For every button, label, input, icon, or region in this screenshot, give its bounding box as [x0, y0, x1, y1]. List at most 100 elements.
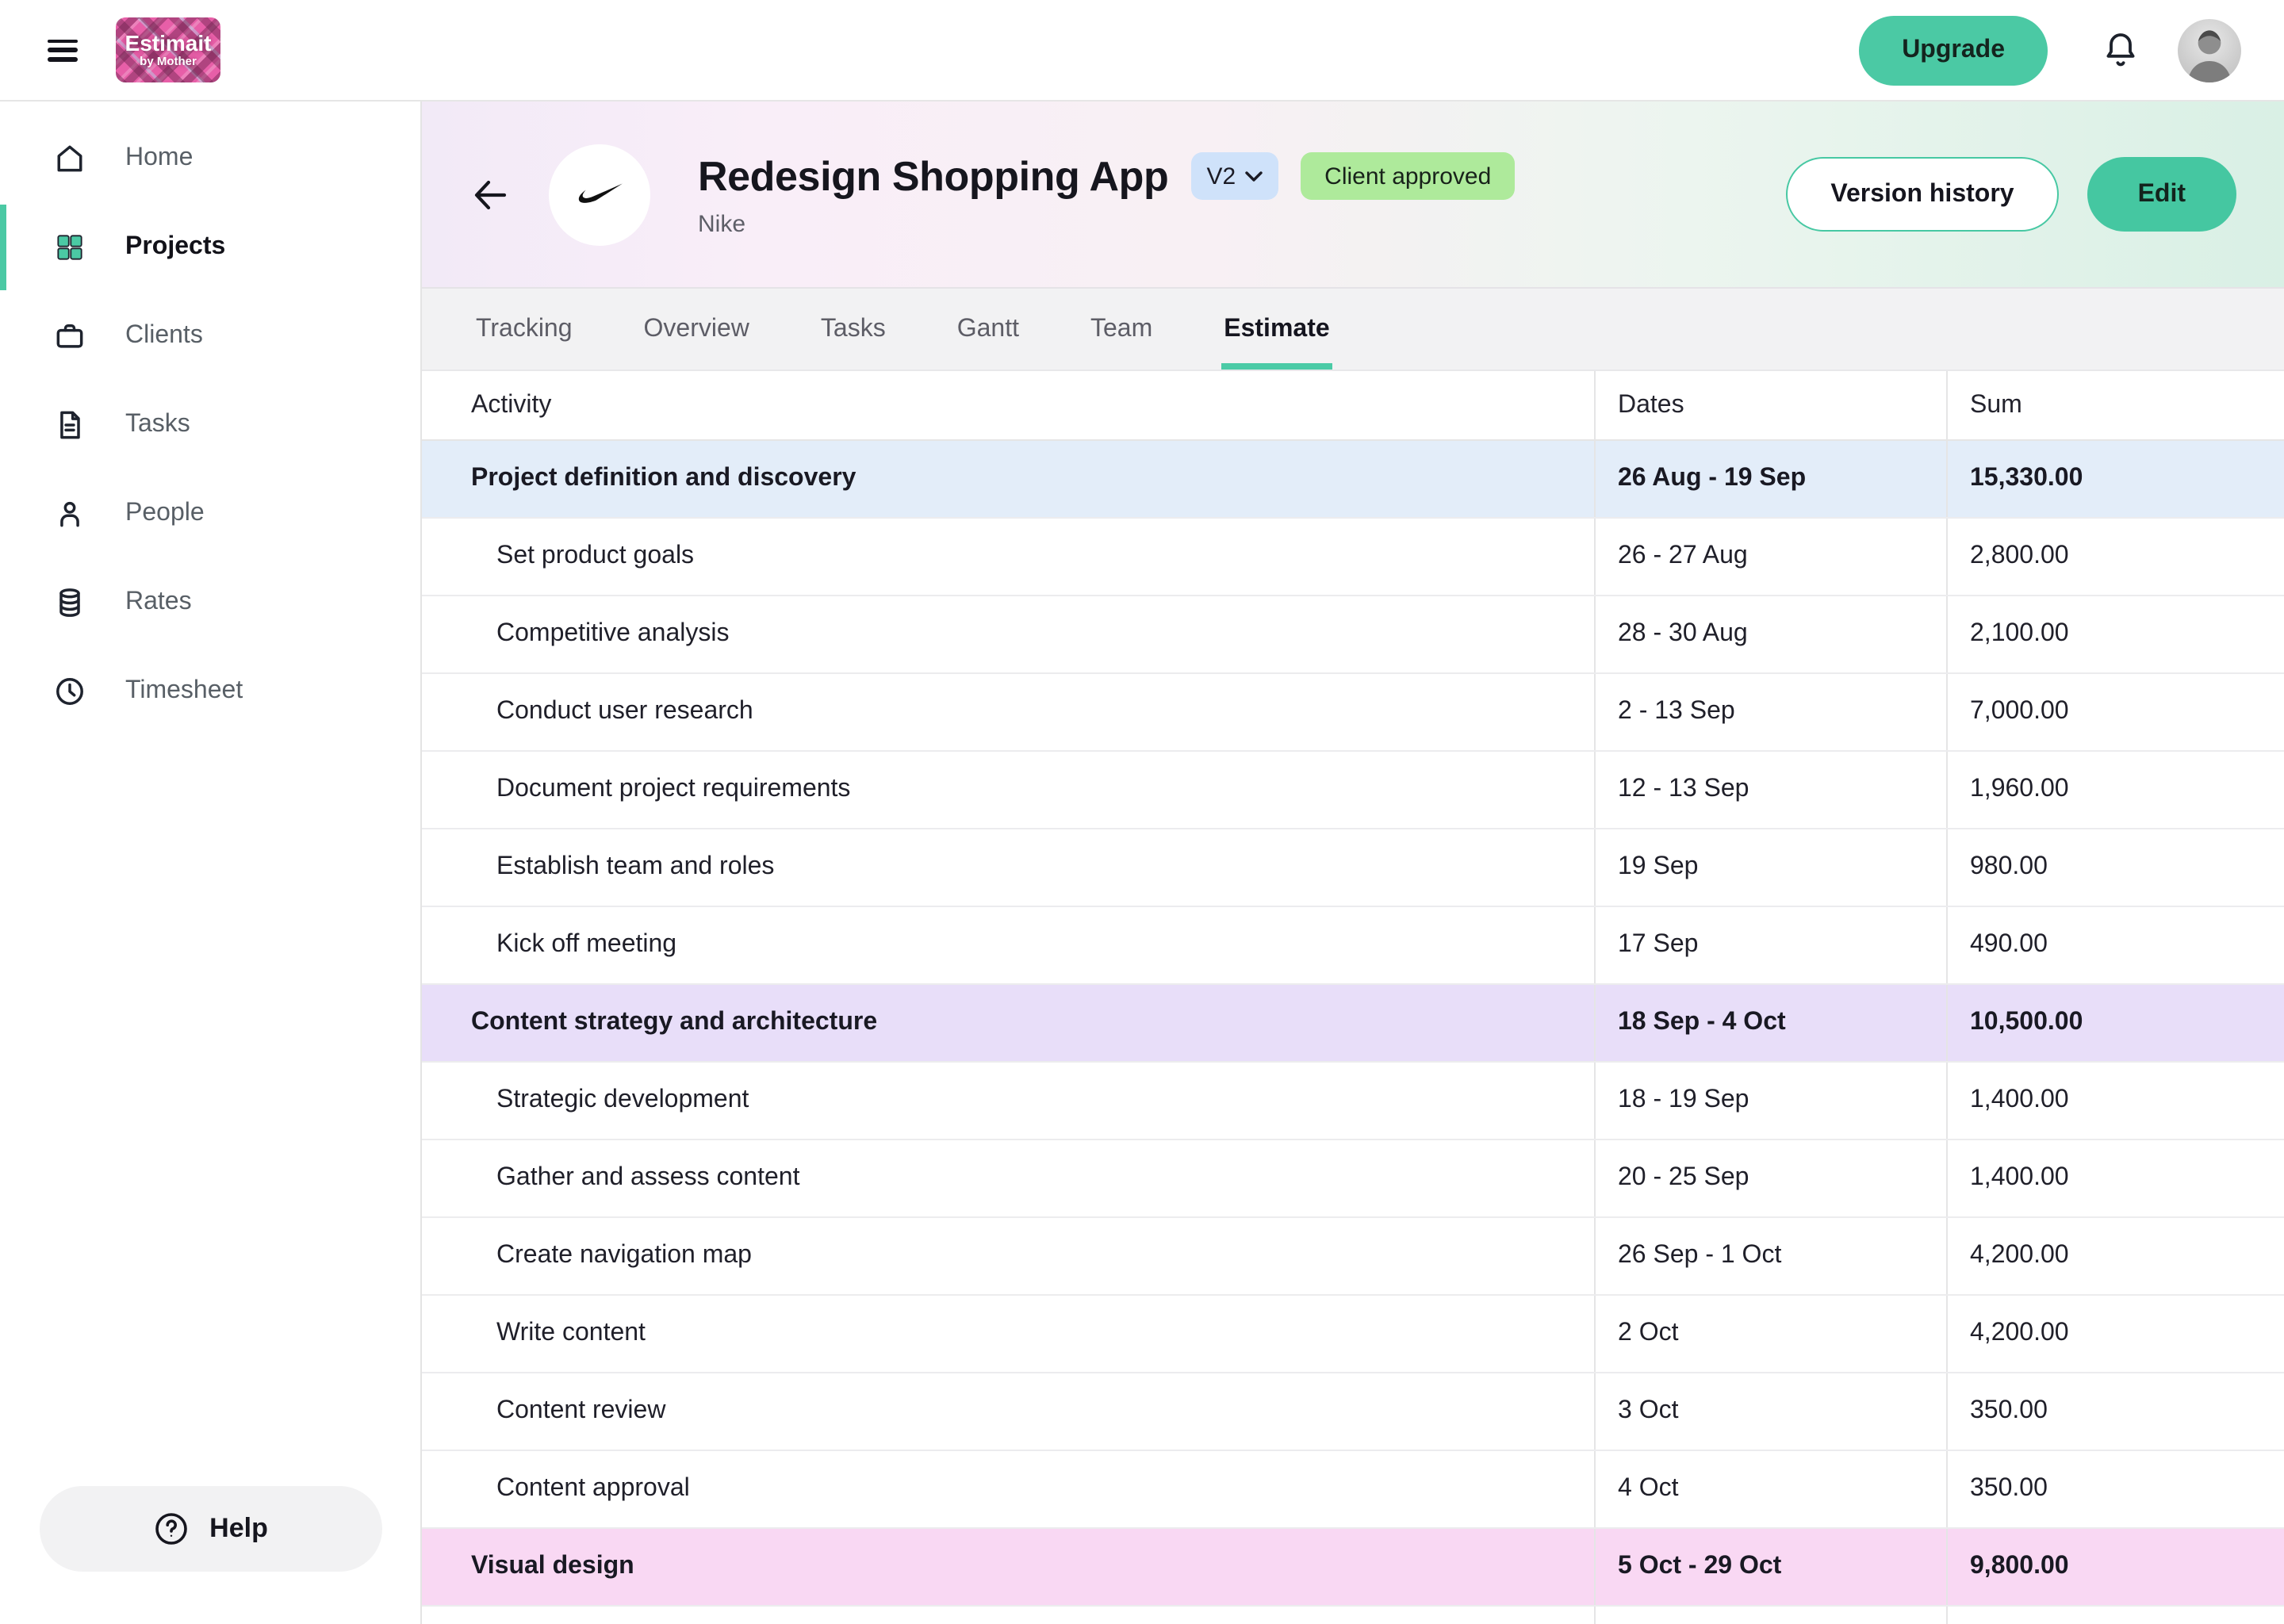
sidebar-item-clients[interactable]: Clients — [0, 292, 420, 381]
column-header-dates[interactable]: Dates — [1594, 371, 1946, 439]
cell-dates — [1594, 1607, 1946, 1624]
table-row[interactable]: Content review 3 Oct 350.00 — [422, 1373, 2284, 1451]
cell-sum: 1,960.00 — [1946, 752, 2284, 828]
help-button[interactable]: Help — [40, 1486, 382, 1572]
cell-sum: 10,500.00 — [1946, 985, 2284, 1061]
people-icon — [52, 496, 87, 531]
tasks-icon — [52, 408, 87, 442]
cell-sum: 490.00 — [1946, 907, 2284, 983]
sidebar-item-home[interactable]: Home — [0, 114, 420, 203]
cell-activity: Kick off meeting — [496, 931, 677, 958]
cell-activity: Content strategy and architecture — [471, 1009, 878, 1036]
hamburger-menu-icon[interactable] — [48, 39, 78, 61]
cell-activity: Content approval — [496, 1475, 690, 1502]
help-label: Help — [209, 1513, 268, 1543]
table-row[interactable]: Set product goals 26 - 27 Aug 2,800.00 — [422, 519, 2284, 596]
table-group-row[interactable]: Project definition and discovery 26 Aug -… — [422, 441, 2284, 519]
client-name: Nike — [698, 210, 746, 237]
cell-activity: Write content — [496, 1320, 646, 1346]
cell-activity: Project definition and discovery — [471, 465, 856, 492]
back-arrow-icon[interactable] — [469, 174, 511, 215]
upgrade-button[interactable]: Upgrade — [1859, 15, 2048, 85]
app-logo-subtitle: by Mother — [140, 54, 197, 68]
sidebar: Home Projects Clients Tasks People Rates Times… — [0, 102, 422, 1624]
table-row[interactable]: Competitive analysis 28 - 30 Aug 2,100.00 — [422, 596, 2284, 674]
table-row[interactable]: Gather and assess content 20 - 25 Sep 1,40… — [422, 1140, 2284, 1218]
cell-activity: Conduct user research — [496, 698, 753, 725]
sidebar-item-label: Rates — [125, 588, 192, 615]
cell-activity: Set product goals — [496, 542, 695, 569]
nike-swoosh-icon — [578, 182, 623, 202]
table-group-row[interactable]: Content strategy and architecture 18 Sep … — [422, 985, 2284, 1063]
sidebar-item-rates[interactable]: Rates — [0, 558, 420, 647]
cell-activity: Create navigation map — [496, 1242, 752, 1269]
column-header-sum[interactable]: Sum — [1946, 371, 2284, 439]
cell-sum: 15,330.00 — [1946, 441, 2284, 517]
app-logo[interactable]: Estimait by Mother — [116, 17, 220, 82]
table-row[interactable]: Establish team and roles 19 Sep 980.00 — [422, 829, 2284, 907]
chevron-down-icon — [1245, 170, 1263, 181]
cell-dates: 26 - 27 Aug — [1594, 519, 1946, 595]
table-row[interactable]: Kick off meeting 17 Sep 490.00 — [422, 907, 2284, 985]
table-row[interactable]: Create navigation map 26 Sep - 1 Oct 4,200… — [422, 1218, 2284, 1296]
table-row[interactable]: Content approval 4 Oct 350.00 — [422, 1451, 2284, 1529]
version-history-button[interactable]: Version history — [1786, 157, 2059, 232]
project-tabs: Tracking Overview Tasks Gantt Team Estimate — [422, 287, 2284, 371]
edit-button[interactable]: Edit — [2087, 157, 2236, 232]
tab-estimate[interactable]: Estimate — [1221, 289, 1333, 370]
home-icon — [52, 141, 87, 176]
column-header-activity[interactable]: Activity — [471, 391, 552, 418]
sidebar-item-label: Projects — [125, 233, 226, 260]
cell-activity: Strategic development — [496, 1086, 749, 1113]
cell-dates: 26 Sep - 1 Oct — [1594, 1218, 1946, 1294]
tab-team[interactable]: Team — [1087, 289, 1155, 370]
cell-dates: 19 Sep — [1594, 829, 1946, 906]
table-row[interactable]: Strategic development 18 - 19 Sep 1,400.00 — [422, 1063, 2284, 1140]
client-logo-nike — [549, 144, 650, 245]
project-header: Redesign Shopping App V2 Client approved… — [422, 102, 2284, 287]
cell-dates: 12 - 13 Sep — [1594, 752, 1946, 828]
cell-dates: 3 Oct — [1594, 1373, 1946, 1450]
question-mark-icon — [155, 1513, 187, 1545]
cell-sum: 4,200.00 — [1946, 1296, 2284, 1372]
cell-dates: 18 Sep - 4 Oct — [1594, 985, 1946, 1061]
sidebar-item-tasks[interactable]: Tasks — [0, 381, 420, 469]
clients-icon — [52, 319, 87, 354]
cell-sum: 4,200.00 — [1946, 1218, 2284, 1294]
estimate-table: Activity Dates Sum Project definition an… — [422, 371, 2284, 1624]
sidebar-item-timesheet[interactable]: Timesheet — [0, 647, 420, 736]
tab-overview[interactable]: Overview — [641, 289, 753, 370]
cell-dates: 28 - 30 Aug — [1594, 596, 1946, 672]
cell-dates: 17 Sep — [1594, 907, 1946, 983]
cell-sum: 350.00 — [1946, 1451, 2284, 1527]
timesheet-icon — [52, 674, 87, 709]
notifications-bell-icon[interactable] — [2102, 29, 2140, 71]
table-row[interactable]: Write content 2 Oct 4,200.00 — [422, 1296, 2284, 1373]
tab-gantt[interactable]: Gantt — [954, 289, 1022, 370]
sidebar-item-people[interactable]: People — [0, 469, 420, 558]
cell-activity: Visual design — [471, 1553, 634, 1580]
tab-tasks[interactable]: Tasks — [818, 289, 889, 370]
cell-dates: 5 Oct - 29 Oct — [1594, 1529, 1946, 1605]
table-row[interactable]: Conduct user research 2 - 13 Sep 7,000.00 — [422, 674, 2284, 752]
table-row[interactable]: Document project requirements 12 - 13 Sep… — [422, 752, 2284, 829]
cell-dates: 26 Aug - 19 Sep — [1594, 441, 1946, 517]
table-row[interactable] — [422, 1607, 2284, 1624]
cell-dates: 20 - 25 Sep — [1594, 1140, 1946, 1216]
sidebar-item-projects[interactable]: Projects — [0, 203, 420, 292]
sidebar-item-label: Clients — [125, 322, 203, 349]
sidebar-item-label: Tasks — [125, 411, 190, 438]
table-body: Project definition and discovery 26 Aug -… — [422, 441, 2284, 1624]
cell-sum: 1,400.00 — [1946, 1140, 2284, 1216]
tab-tracking[interactable]: Tracking — [473, 289, 576, 370]
main-content: Redesign Shopping App V2 Client approved… — [422, 102, 2284, 1624]
table-header-row: Activity Dates Sum — [422, 371, 2284, 441]
app-logo-title: Estimait — [125, 30, 212, 56]
user-avatar[interactable] — [2178, 18, 2241, 82]
table-group-row[interactable]: Visual design 5 Oct - 29 Oct 9,800.00 — [422, 1529, 2284, 1607]
version-select[interactable]: V2 — [1190, 152, 1279, 200]
projects-icon — [52, 230, 87, 265]
sidebar-item-label: Timesheet — [125, 677, 243, 704]
top-bar-actions: Upgrade — [1859, 15, 2284, 85]
